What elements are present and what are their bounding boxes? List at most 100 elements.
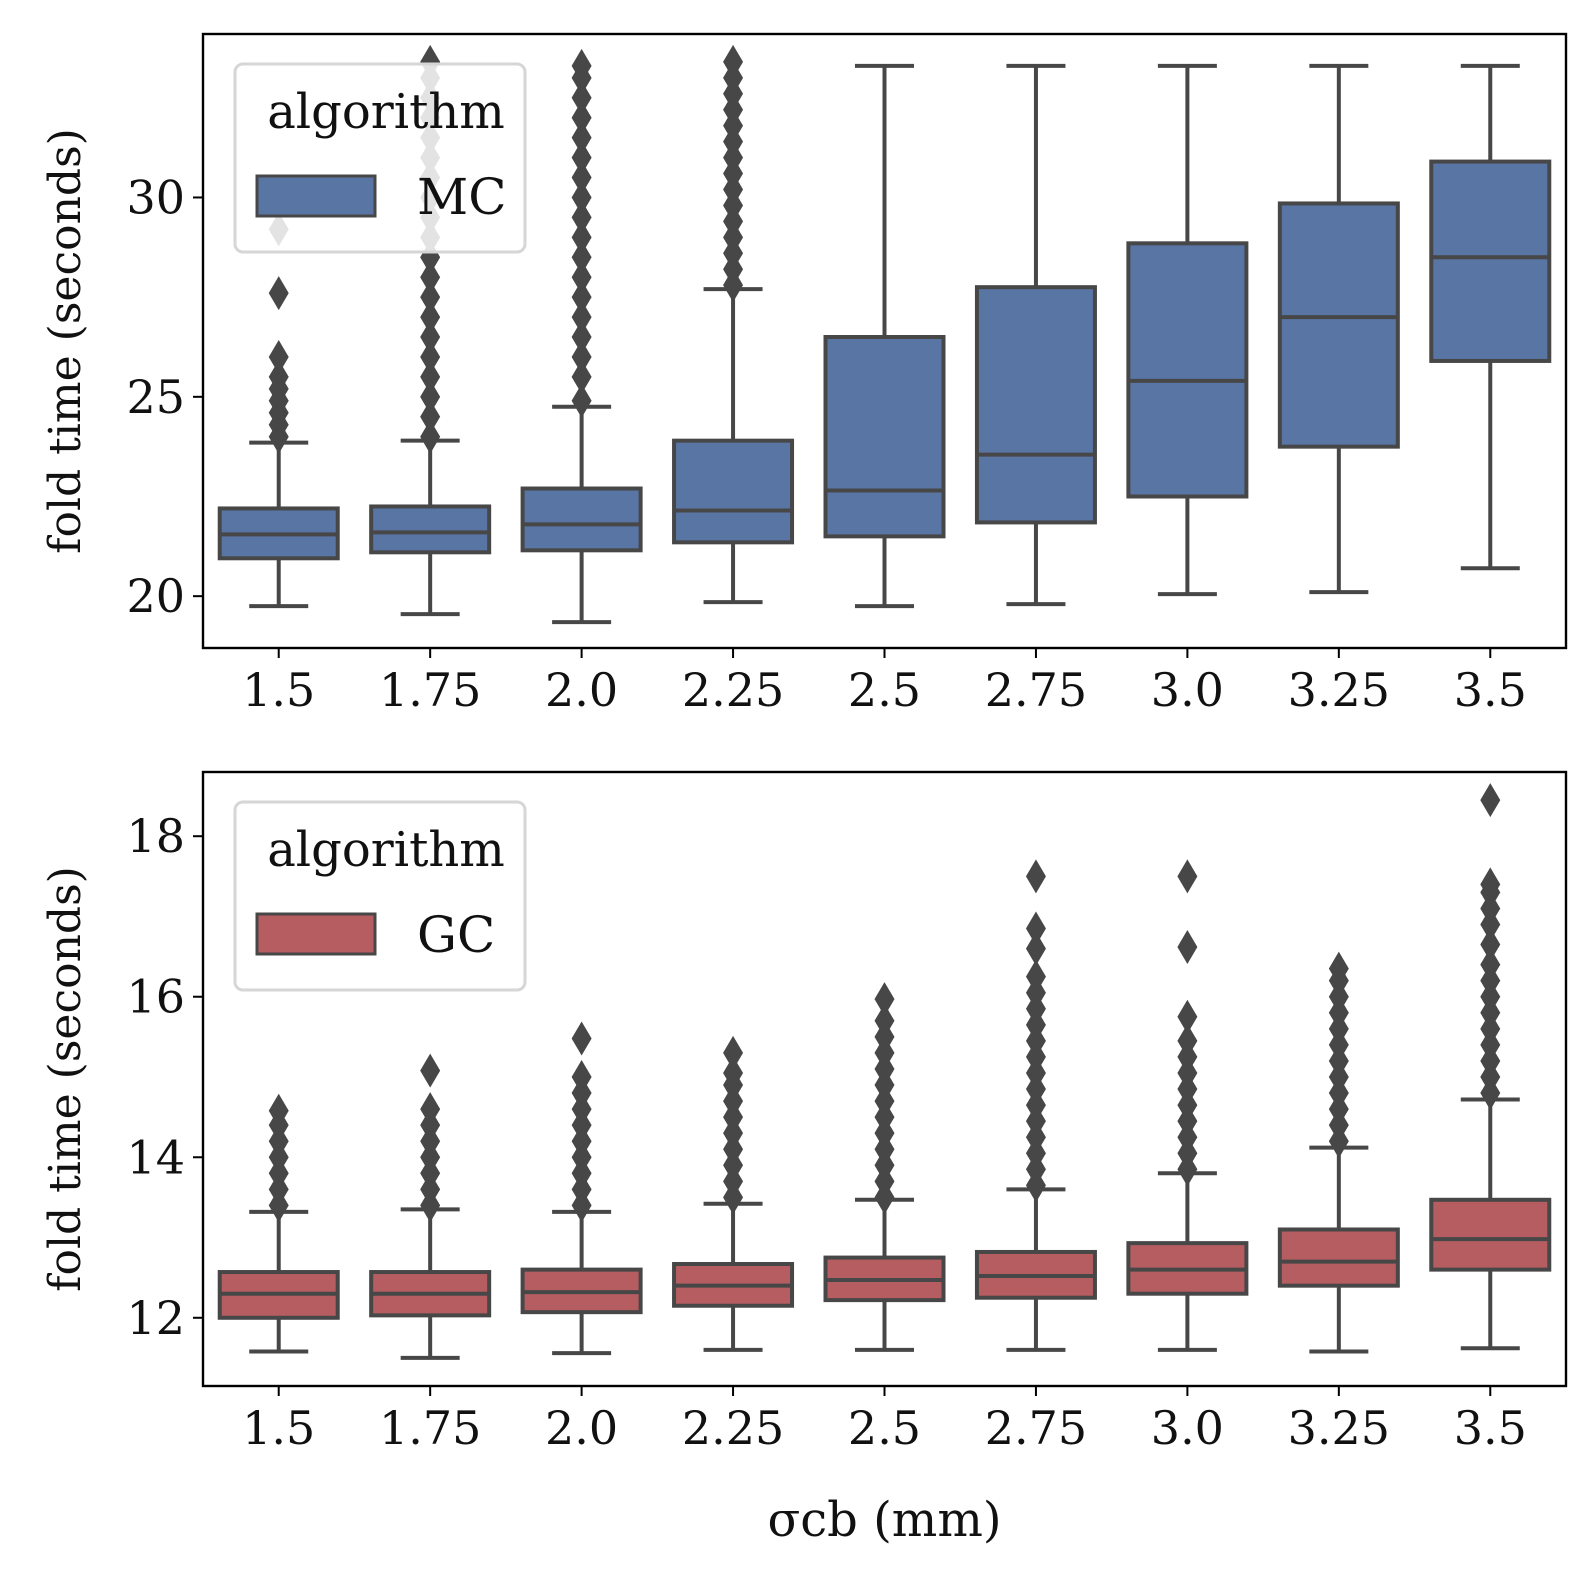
x-tick-label: 2.5 <box>848 663 921 717</box>
x-tick-label: 2.75 <box>985 663 1087 717</box>
x-tick-label: 1.75 <box>379 663 481 717</box>
outlier-point <box>420 1053 441 1088</box>
outlier-point <box>571 300 592 335</box>
box-3.25 <box>1277 63 1400 595</box>
outlier-point <box>1025 859 1046 894</box>
x-axis-label: σcb (mm) <box>767 1492 1001 1548</box>
box-2.5 <box>823 982 946 1352</box>
iqr-box <box>823 335 946 539</box>
x-tick-label: 2.5 <box>848 1401 921 1455</box>
box-1.75 <box>369 1053 492 1360</box>
outlier-point <box>1480 783 1501 818</box>
y-axis-label: fold time (seconds) <box>40 128 91 554</box>
outlier-point <box>1177 1023 1198 1058</box>
outlier-point <box>420 320 441 355</box>
outlier-point <box>420 379 441 414</box>
y-tick-label: 12 <box>126 1291 185 1345</box>
x-tick-label: 1.5 <box>242 1401 315 1455</box>
outlier-point <box>268 339 289 374</box>
outlier-point <box>420 240 441 275</box>
box-3.0 <box>1126 859 1249 1352</box>
outlier-point <box>420 359 441 394</box>
iqr-box <box>1429 1197 1552 1272</box>
outlier-point <box>571 383 592 418</box>
iqr-box <box>1277 201 1400 449</box>
y-tick-label: 16 <box>126 970 185 1024</box>
outlier-point <box>571 240 592 275</box>
outlier-point <box>1177 929 1198 964</box>
legend-label: GC <box>417 906 495 964</box>
legend-swatch <box>255 174 377 218</box>
outlier-point <box>268 359 289 394</box>
outlier-point <box>571 140 592 175</box>
outlier-point <box>1480 867 1501 902</box>
legend-title: algorithm <box>267 84 505 140</box>
outlier-point <box>571 320 592 355</box>
x-tick-label: 2.0 <box>545 663 618 717</box>
box-2.5 <box>823 63 946 609</box>
outlier-point <box>571 339 592 374</box>
outlier-point <box>1177 859 1198 894</box>
iqr-box <box>672 438 795 545</box>
outlier-point <box>723 44 744 79</box>
outlier-point <box>874 1003 895 1038</box>
outlier-point <box>420 399 441 434</box>
x-tick-label: 2.0 <box>545 1401 618 1455</box>
outlier-point <box>1025 931 1046 966</box>
outlier-point <box>1480 927 1501 962</box>
outlier-point <box>571 80 592 115</box>
box-2.0 <box>520 48 643 625</box>
y-axis-label: fold time (seconds) <box>40 866 91 1292</box>
legend: algorithm GC <box>233 800 527 992</box>
box-1.5 <box>217 212 340 609</box>
box-3.0 <box>1126 63 1249 597</box>
box-3.5 <box>1429 783 1552 1351</box>
x-tick-label: 1.75 <box>379 1401 481 1455</box>
box-2.75 <box>974 63 1097 607</box>
iqr-box <box>520 486 643 553</box>
y-tick-label: 14 <box>126 1130 185 1184</box>
outlier-point <box>571 200 592 235</box>
y-tick-label: 18 <box>126 809 185 863</box>
outlier-point <box>1025 911 1046 946</box>
box-2.25 <box>672 44 795 605</box>
box-2.75 <box>974 859 1097 1352</box>
legend: algorithm MC <box>233 62 527 254</box>
outlier-point <box>571 100 592 135</box>
iqr-box <box>1277 1227 1400 1288</box>
x-tick-label: 3.25 <box>1288 663 1390 717</box>
outlier-point <box>723 1035 744 1070</box>
outlier-point <box>571 280 592 315</box>
outlier-point <box>571 260 592 295</box>
outlier-point <box>571 160 592 195</box>
legend-label: MC <box>417 168 506 226</box>
y-tick-label: 20 <box>126 569 185 623</box>
outlier-point <box>268 1093 289 1128</box>
x-tick-label: 1.5 <box>242 663 315 717</box>
iqr-box <box>1126 241 1249 499</box>
outlier-point <box>874 982 895 1017</box>
iqr-box <box>974 285 1097 525</box>
outlier-point <box>1328 951 1349 986</box>
legend-title: algorithm <box>267 822 505 878</box>
legend-swatch <box>255 912 377 956</box>
outlier-point <box>1480 947 1501 982</box>
outlier-point <box>571 180 592 215</box>
outlier-point <box>571 120 592 155</box>
outlier-point <box>571 48 592 83</box>
iqr-box <box>1429 159 1552 363</box>
x-tick-label: 3.5 <box>1454 663 1527 717</box>
y-tick-label: 25 <box>126 370 185 424</box>
outlier-point <box>420 280 441 315</box>
outlier-point <box>420 419 441 454</box>
x-tick-label: 2.25 <box>682 1401 784 1455</box>
outlier-point <box>723 1055 744 1090</box>
outlier-point <box>571 1021 592 1056</box>
x-tick-label: 2.25 <box>682 663 784 717</box>
outlier-point <box>1177 999 1198 1034</box>
outlier-point <box>571 359 592 394</box>
x-tick-label: 3.25 <box>1288 1401 1390 1455</box>
chart-panel-1: 20 25 30 fold time (seconds) 1.5 1.75 2.0 2.25 2… <box>40 32 1568 717</box>
x-tick-label: 3.0 <box>1151 1401 1224 1455</box>
outlier-point <box>571 220 592 255</box>
